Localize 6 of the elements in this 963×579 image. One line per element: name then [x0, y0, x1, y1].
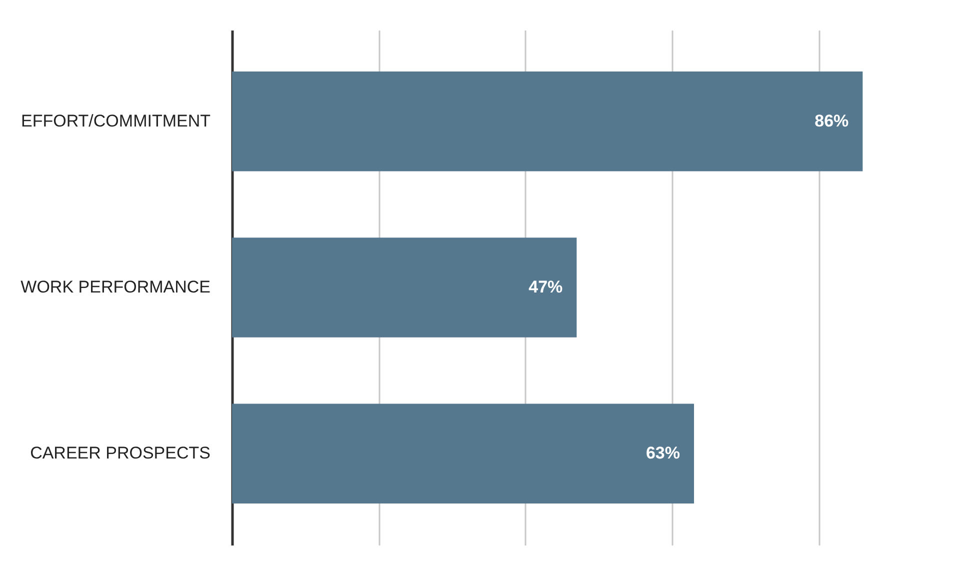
y-tick-label: EFFORT/COMMITMENT	[21, 111, 210, 130]
y-tick-label: WORK PERFORMANCE	[20, 278, 210, 296]
data-label: 86%	[814, 111, 849, 130]
y-tick-label: CAREER PROSPECTS	[30, 444, 210, 463]
data-label: 63%	[646, 444, 680, 463]
data-label: 47%	[528, 278, 563, 296]
